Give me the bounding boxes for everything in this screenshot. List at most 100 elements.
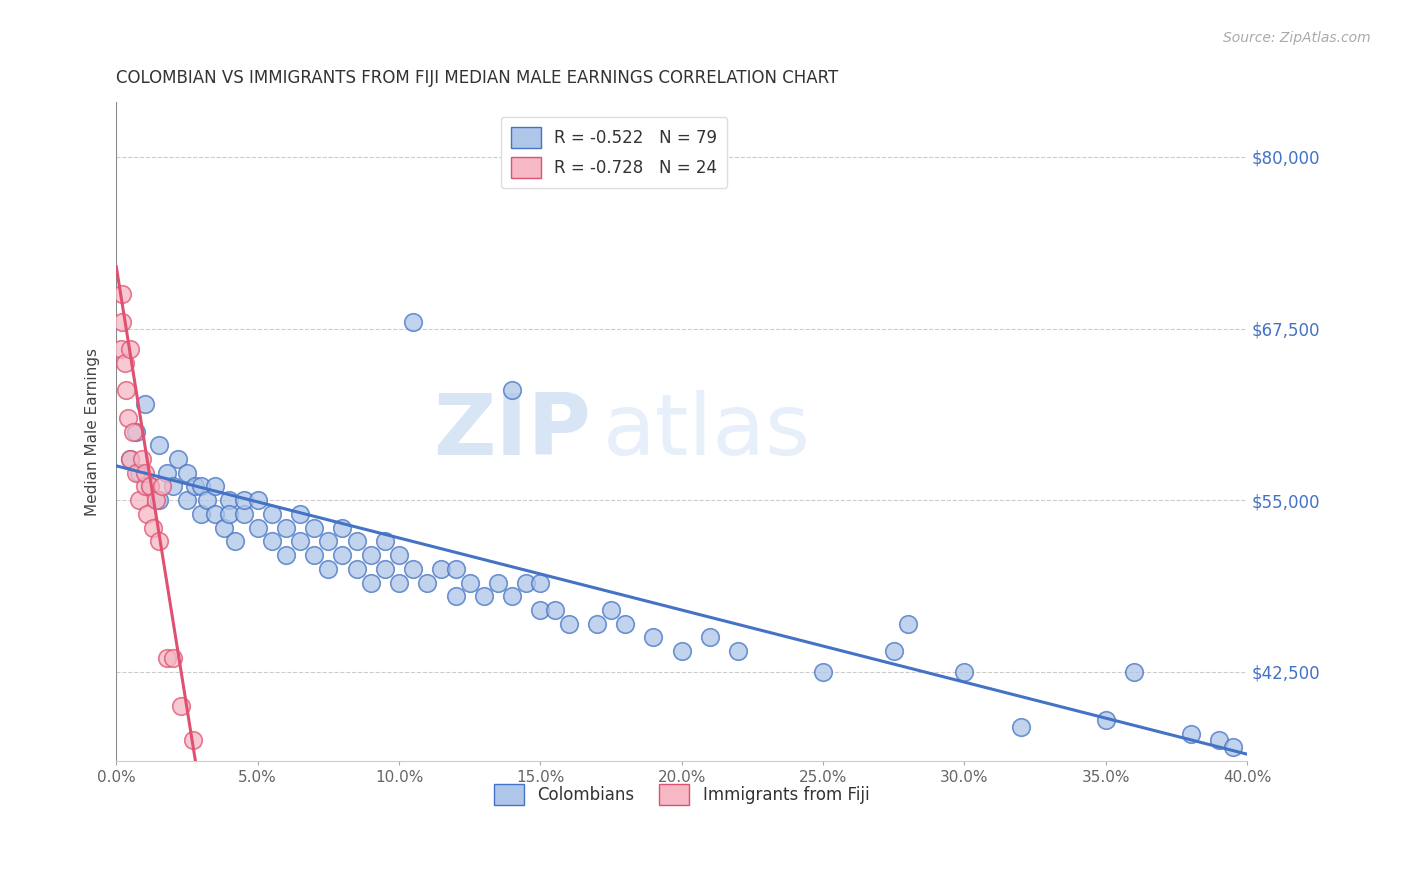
Point	[232, 493, 254, 508]
Point	[218, 507, 240, 521]
Point	[260, 534, 283, 549]
Point	[246, 493, 269, 508]
Point	[501, 384, 523, 398]
Point	[288, 507, 311, 521]
Point	[486, 575, 509, 590]
Point	[1123, 665, 1146, 679]
Point	[181, 733, 204, 747]
Text: atlas: atlas	[603, 390, 811, 473]
Point	[114, 356, 136, 370]
Point	[111, 287, 134, 301]
Point	[162, 651, 184, 665]
Point	[374, 534, 396, 549]
Point	[134, 397, 156, 411]
Point	[117, 410, 139, 425]
Text: Source: ZipAtlas.com: Source: ZipAtlas.com	[1223, 31, 1371, 45]
Point	[360, 548, 382, 562]
Point	[120, 452, 142, 467]
Point	[288, 534, 311, 549]
Point	[586, 616, 609, 631]
Legend: Colombians, Immigrants from Fiji: Colombians, Immigrants from Fiji	[488, 777, 876, 812]
Point	[139, 479, 162, 493]
Point	[529, 603, 551, 617]
Point	[332, 521, 354, 535]
Point	[302, 521, 325, 535]
Point	[430, 562, 453, 576]
Point	[374, 562, 396, 576]
Point	[458, 575, 481, 590]
Point	[388, 548, 411, 562]
Point	[246, 521, 269, 535]
Point	[346, 534, 368, 549]
Point	[204, 479, 226, 493]
Point	[388, 575, 411, 590]
Point	[170, 699, 193, 714]
Point	[614, 616, 637, 631]
Point	[332, 548, 354, 562]
Point	[274, 521, 297, 535]
Point	[444, 589, 467, 603]
Point	[302, 548, 325, 562]
Point	[811, 665, 834, 679]
Point	[145, 493, 167, 508]
Point	[543, 603, 565, 617]
Point	[128, 493, 150, 508]
Point	[1180, 726, 1202, 740]
Point	[176, 466, 198, 480]
Point	[120, 342, 142, 356]
Point	[557, 616, 579, 631]
Point	[883, 644, 905, 658]
Point	[699, 631, 721, 645]
Point	[162, 479, 184, 493]
Point	[110, 342, 132, 356]
Point	[224, 534, 246, 549]
Point	[360, 575, 382, 590]
Point	[148, 534, 170, 549]
Point	[142, 521, 165, 535]
Point	[184, 479, 207, 493]
Point	[529, 575, 551, 590]
Point	[212, 521, 235, 535]
Point	[232, 507, 254, 521]
Point	[346, 562, 368, 576]
Point	[156, 466, 179, 480]
Point	[115, 384, 138, 398]
Point	[897, 616, 920, 631]
Point	[195, 493, 218, 508]
Point	[125, 425, 148, 439]
Point	[136, 507, 159, 521]
Point	[156, 651, 179, 665]
Point	[318, 534, 340, 549]
Point	[148, 438, 170, 452]
Point	[131, 452, 153, 467]
Point	[125, 466, 148, 480]
Text: ZIP: ZIP	[433, 390, 592, 473]
Point	[274, 548, 297, 562]
Point	[1095, 713, 1118, 727]
Point	[150, 479, 173, 493]
Point	[139, 479, 162, 493]
Point	[128, 466, 150, 480]
Point	[218, 493, 240, 508]
Point	[111, 315, 134, 329]
Point	[260, 507, 283, 521]
Y-axis label: Median Male Earnings: Median Male Earnings	[86, 348, 100, 516]
Point	[600, 603, 623, 617]
Point	[190, 507, 212, 521]
Point	[134, 466, 156, 480]
Point	[176, 493, 198, 508]
Point	[190, 479, 212, 493]
Point	[167, 452, 190, 467]
Point	[402, 562, 425, 576]
Point	[402, 315, 425, 329]
Point	[120, 452, 142, 467]
Point	[515, 575, 537, 590]
Point	[671, 644, 693, 658]
Point	[444, 562, 467, 576]
Point	[643, 631, 665, 645]
Point	[134, 479, 156, 493]
Point	[1208, 733, 1230, 747]
Point	[122, 425, 145, 439]
Point	[727, 644, 749, 658]
Point	[501, 589, 523, 603]
